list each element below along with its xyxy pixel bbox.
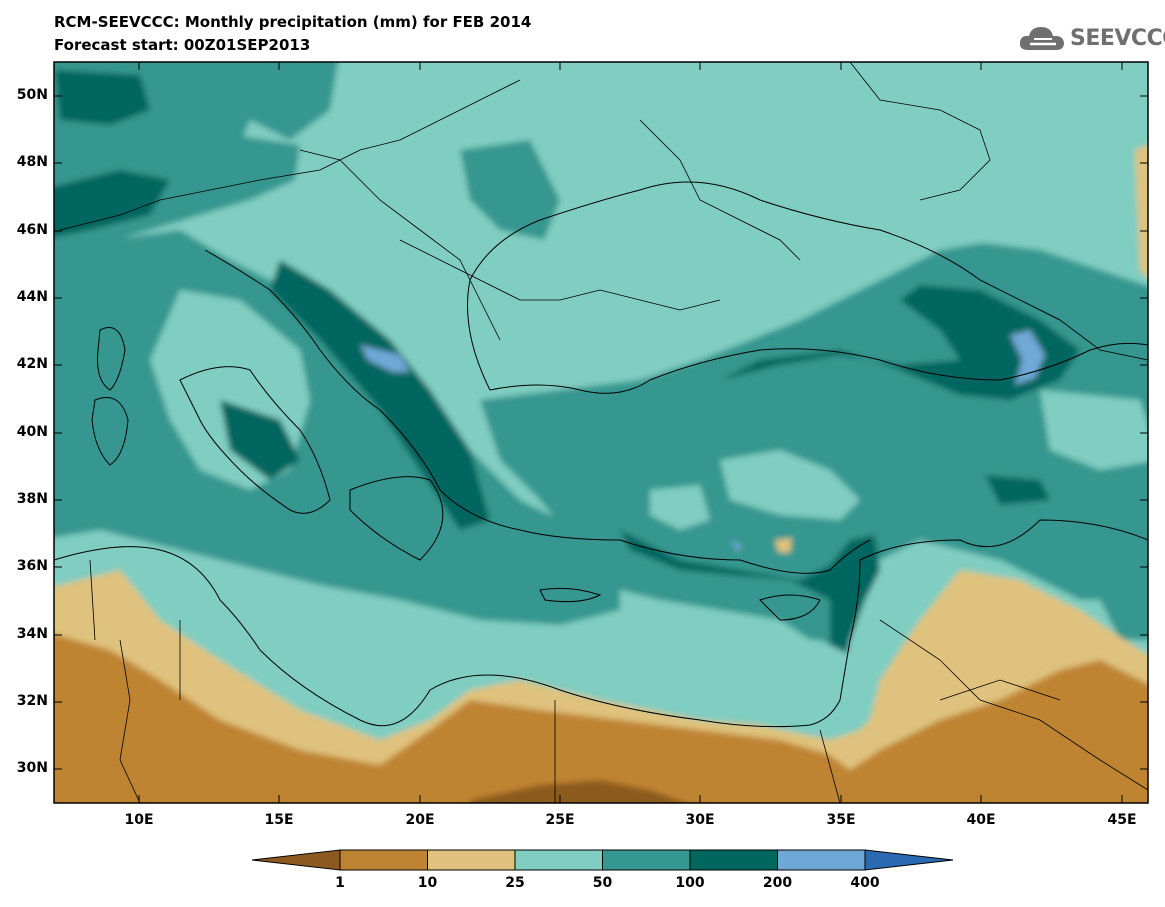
zone-100-200-north bbox=[55, 70, 150, 125]
lat-label: 50N bbox=[16, 87, 48, 103]
coastlines bbox=[54, 181, 1148, 728]
lat-label: 38N bbox=[16, 491, 48, 507]
map-title: RCM-SEEVCCC: Monthly precipitation (mm) … bbox=[54, 13, 532, 31]
cloud-icon bbox=[1019, 27, 1064, 50]
precip-field bbox=[54, 62, 1148, 803]
zone-10-25-east-edge bbox=[1135, 144, 1148, 278]
legend-bin-1-10 bbox=[339, 849, 428, 871]
zone-100-200-pontic bbox=[700, 285, 1080, 400]
legend-bin-50-100 bbox=[602, 849, 691, 871]
forecast-start-label: Forecast start: 00Z01SEP2013 bbox=[54, 36, 311, 54]
seevccc-logo: SEEVCCC bbox=[1018, 22, 1165, 56]
legend-bin-25-50 bbox=[514, 849, 603, 871]
legend-tick-label: 25 bbox=[505, 875, 525, 891]
legend-bin-gt400 bbox=[864, 849, 954, 871]
zone-10-25-anatolia bbox=[775, 538, 792, 553]
legend-tick-label: 100 bbox=[675, 875, 705, 891]
zone-1-10-south bbox=[54, 634, 1148, 803]
zone-lt1-sahara bbox=[470, 780, 687, 803]
lat-label: 34N bbox=[16, 626, 48, 642]
lon-label: 45E bbox=[1107, 812, 1137, 828]
zone-100-200-east-turkey bbox=[985, 475, 1050, 505]
legend-bin-100-200 bbox=[689, 849, 778, 871]
lon-label: 20E bbox=[405, 812, 435, 828]
zone-25-50-anatolia-2 bbox=[650, 485, 710, 530]
legend-bin-10-25 bbox=[427, 849, 516, 871]
zone-200-400-adriatic bbox=[360, 345, 410, 372]
legend-tick-label: 400 bbox=[850, 875, 880, 891]
lon-label: 40E bbox=[966, 812, 996, 828]
zone-25-50-south-sea bbox=[54, 560, 880, 730]
legend-bin-200-400 bbox=[777, 849, 866, 871]
legend-tick-label: 200 bbox=[762, 875, 793, 891]
zone-25-50-black-sea bbox=[480, 62, 1140, 380]
lat-label: 48N bbox=[16, 154, 48, 170]
legend-tick-label: 50 bbox=[592, 875, 613, 891]
zone-10-25-south bbox=[54, 570, 1148, 803]
lat-label: 44N bbox=[16, 289, 48, 305]
lat-label: 42N bbox=[16, 356, 48, 372]
zone-25-50-east-anatolia bbox=[1040, 390, 1148, 470]
zone-50-100-east-edge bbox=[1060, 490, 1148, 640]
lon-label: 25E bbox=[545, 812, 575, 828]
lon-label: 10E bbox=[124, 812, 154, 828]
lat-label: 32N bbox=[16, 693, 48, 709]
logo-text: SEEVCCC bbox=[1070, 26, 1165, 51]
legend-tick-label: 1 bbox=[335, 875, 345, 891]
zone-25-50-anatolia bbox=[720, 450, 860, 520]
legend-bin-lt1 bbox=[251, 849, 341, 871]
zone-200-400-cyprus-west bbox=[730, 540, 742, 552]
lon-label: 30E bbox=[685, 812, 715, 828]
zone-100-200-adriatic bbox=[270, 260, 490, 530]
zone-50-100-carpathians bbox=[460, 140, 560, 240]
lat-label: 36N bbox=[16, 558, 48, 574]
legend-tick-label: 10 bbox=[417, 875, 438, 891]
axis-ticks bbox=[54, 62, 1148, 803]
zone-100-200-tyrrhenian bbox=[220, 400, 300, 480]
lat-label: 46N bbox=[16, 222, 48, 238]
zone-100-200-alps bbox=[54, 170, 170, 238]
lat-label: 40N bbox=[16, 424, 48, 440]
lon-label: 35E bbox=[826, 812, 856, 828]
lat-label: 30N bbox=[16, 760, 48, 776]
borders bbox=[59, 62, 1148, 803]
lon-label: 15E bbox=[264, 812, 294, 828]
